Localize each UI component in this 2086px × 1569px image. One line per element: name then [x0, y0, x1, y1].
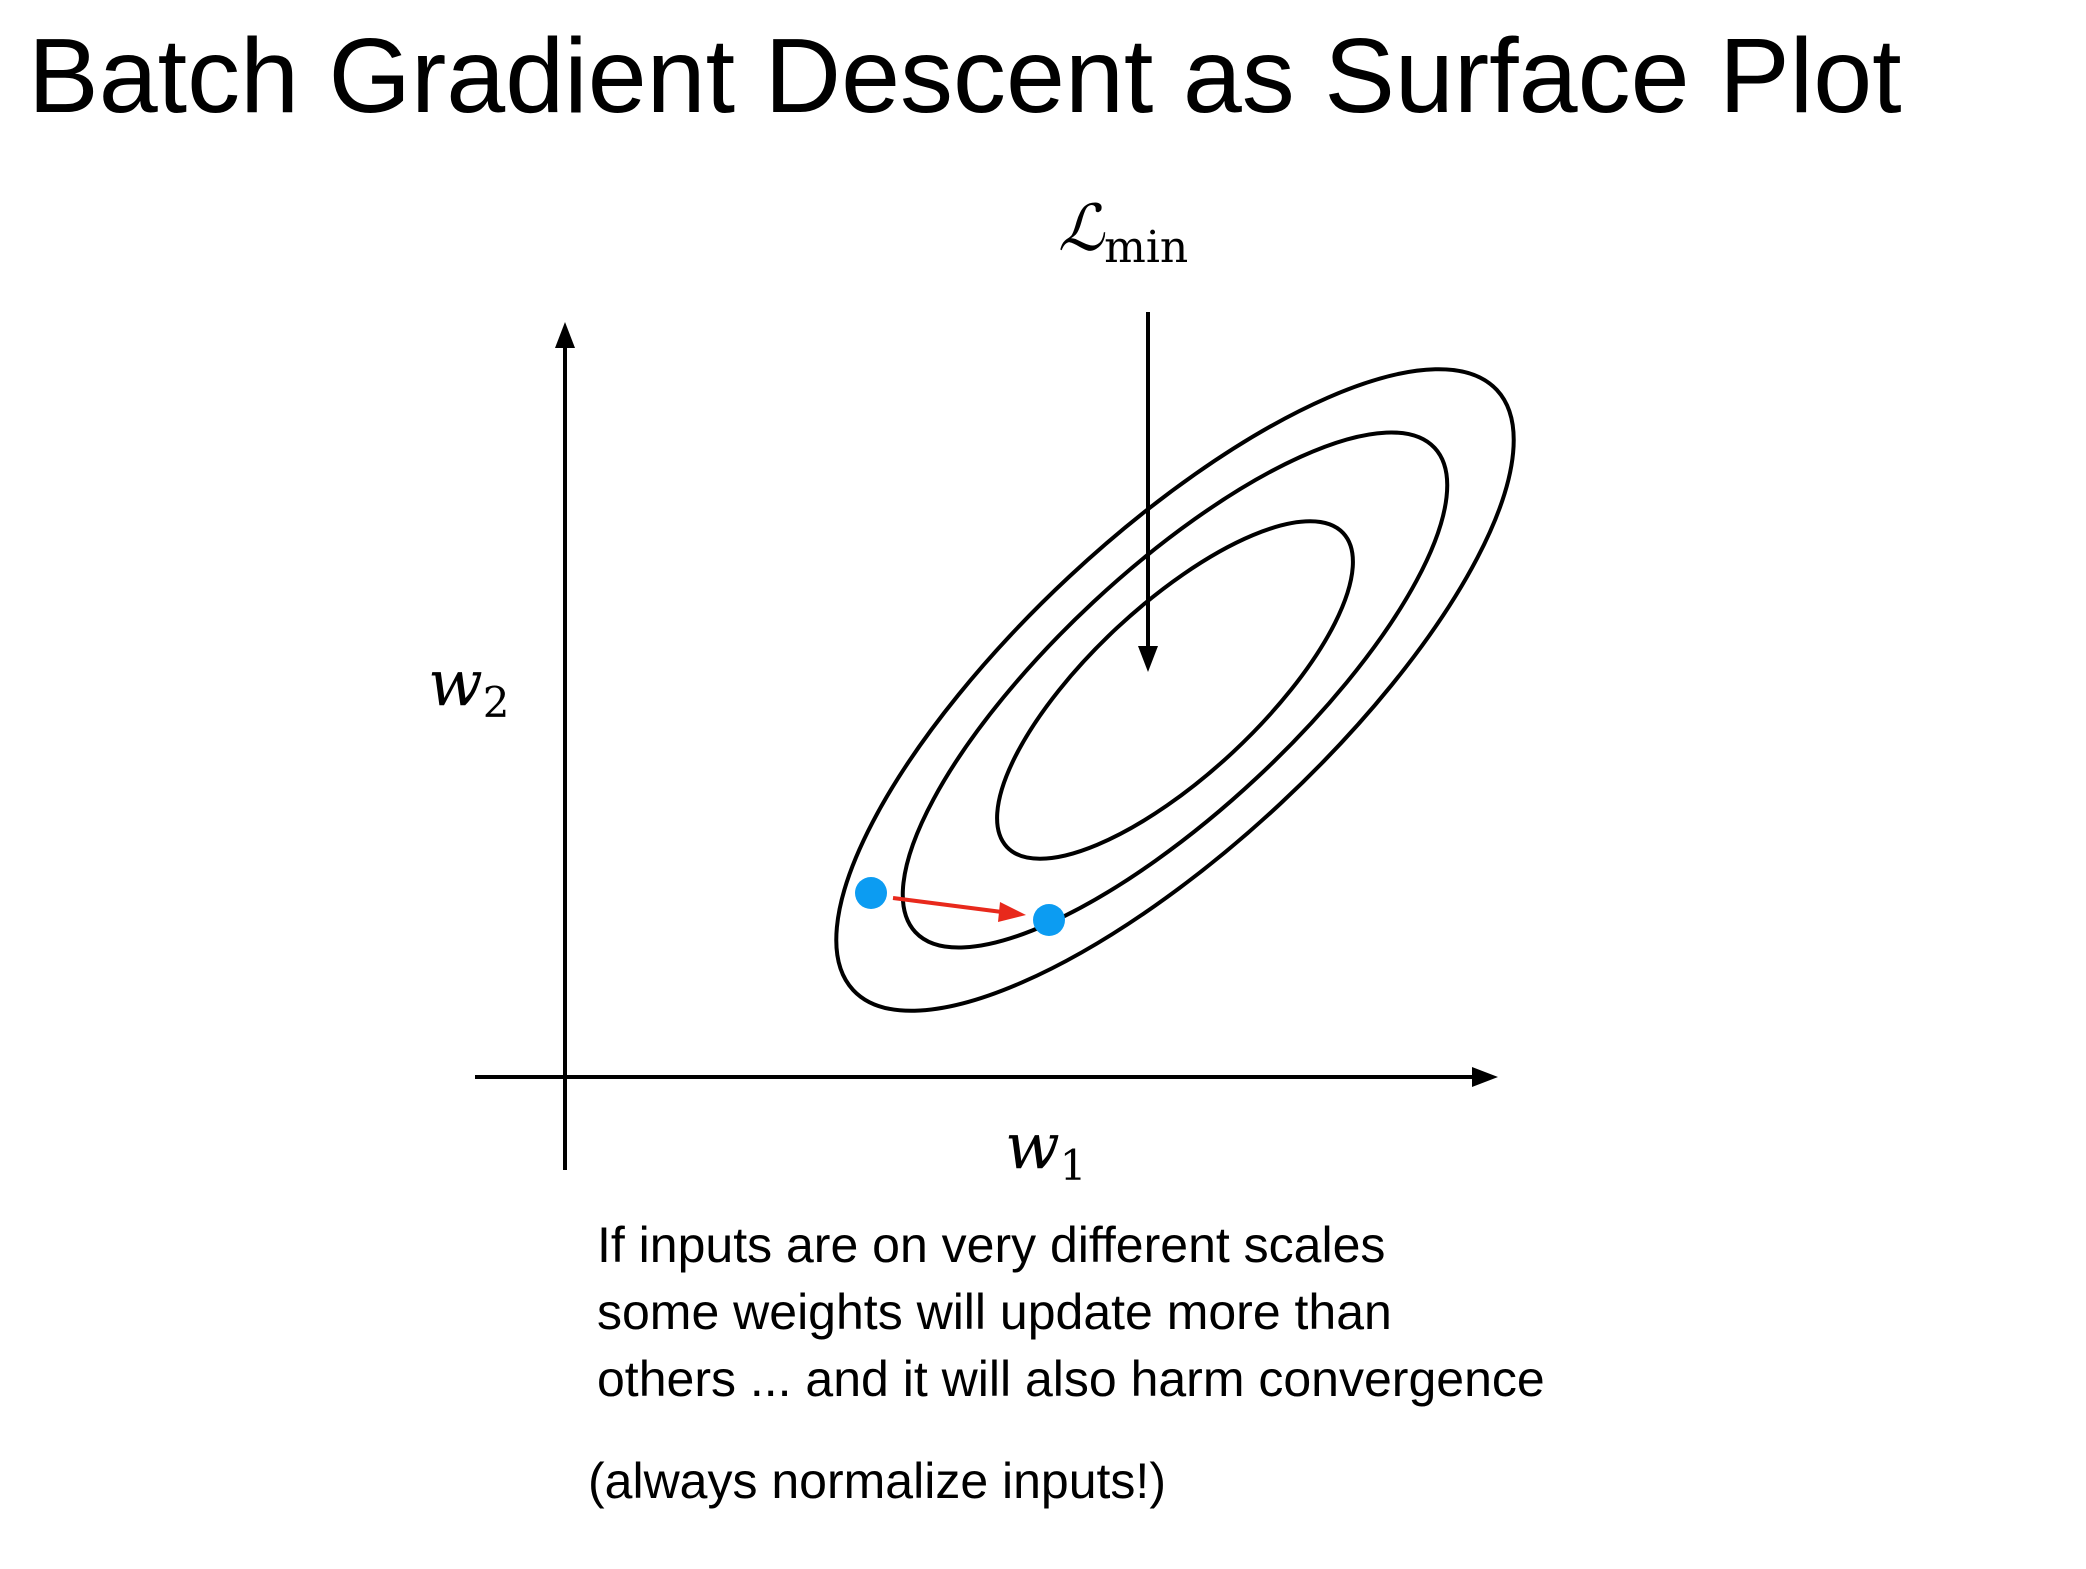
caption-line: some weights will update more than	[597, 1284, 1392, 1340]
caption-line: If inputs are on very different scales	[597, 1217, 1386, 1273]
loss-min-label: ℒmin	[1058, 192, 1188, 273]
y-axis-label: w2	[428, 647, 510, 727]
caption: If inputs are on very different scales s…	[597, 1212, 1545, 1413]
next-point	[1033, 904, 1065, 936]
contour-middle	[900, 430, 1450, 950]
x-axis-label: w1	[1005, 1110, 1087, 1190]
y-axis-arrowhead	[555, 322, 575, 348]
slide-title: Batch Gradient Descent as Surface Plot	[28, 17, 1902, 135]
normalize-note: (always normalize inputs!)	[588, 1453, 1166, 1509]
min-pointer-arrowhead	[1138, 646, 1158, 672]
caption-line: others ... and it will also harm converg…	[597, 1351, 1545, 1407]
contour-outer	[834, 367, 1516, 1013]
contour-inner	[995, 519, 1355, 861]
update-step-arrow	[892, 896, 1003, 914]
update-step-arrowhead	[998, 902, 1026, 922]
x-axis-arrowhead	[1472, 1067, 1498, 1087]
start-point	[855, 877, 887, 909]
